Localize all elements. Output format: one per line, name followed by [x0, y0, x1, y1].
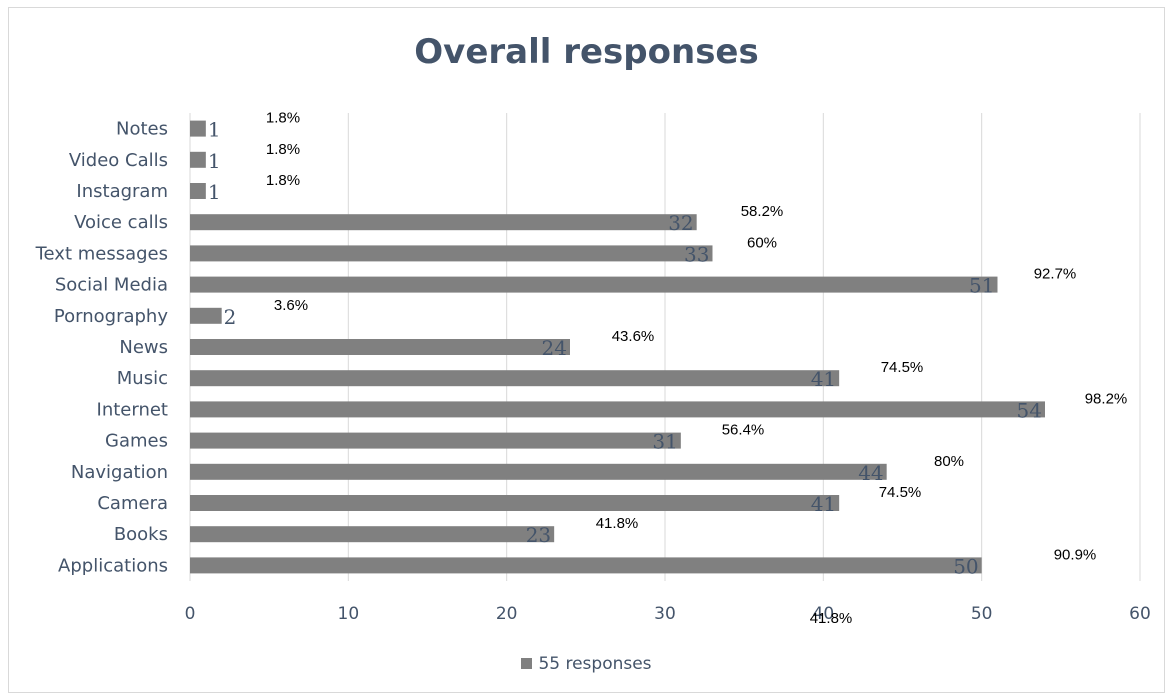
value-label: 24: [542, 336, 567, 360]
percent-label: 98.2%: [1085, 390, 1128, 407]
category-label: Books: [114, 524, 168, 545]
percent-label: 56.4%: [722, 422, 765, 439]
bar: [190, 432, 681, 449]
category-label: Video Calls: [69, 150, 168, 171]
x-tick-label: 50: [971, 604, 993, 624]
bar: [190, 339, 570, 355]
x-tick-label: 20: [496, 604, 518, 624]
bar: [190, 526, 555, 543]
value-label: 2: [224, 305, 237, 329]
value-label: 31: [652, 430, 677, 454]
bar: [190, 557, 982, 574]
category-label: Voice calls: [74, 212, 168, 233]
percent-label: 41.8%: [596, 515, 639, 532]
percent-label: 1.8%: [266, 141, 300, 158]
category-label: Games: [105, 431, 168, 452]
percent-label: 1.8%: [266, 172, 300, 189]
bar: [190, 463, 887, 480]
percent-label: 3.6%: [274, 297, 308, 314]
value-label: 1: [208, 180, 221, 204]
bar: [190, 495, 840, 511]
x-tick-label: 40: [813, 604, 835, 624]
category-label: News: [119, 337, 168, 358]
bar: [190, 307, 222, 324]
value-label: 54: [1017, 398, 1042, 422]
value-label: 44: [858, 461, 883, 485]
x-tick-label: 10: [338, 604, 360, 624]
chart-title: Overall responses: [414, 32, 759, 72]
category-label: Notes: [116, 119, 168, 140]
value-label: 1: [208, 149, 221, 173]
bar: [190, 214, 697, 231]
percent-label: 43.6%: [612, 328, 655, 345]
value-label: 50: [953, 554, 978, 578]
legend-swatch: [521, 658, 533, 669]
value-label: 1: [208, 118, 221, 142]
bar: [190, 370, 840, 387]
x-tick-label: 30: [654, 604, 676, 624]
percent-label: 58.2%: [741, 203, 784, 220]
percent-label: 80%: [934, 453, 964, 470]
x-tick-label: 60: [1129, 604, 1151, 624]
bar: [190, 183, 206, 199]
bar: [190, 245, 713, 262]
stray-percent-label: 41.8%: [810, 610, 853, 627]
category-label: Text messages: [35, 243, 168, 264]
category-label: Applications: [58, 555, 168, 576]
category-label: Instagram: [76, 181, 168, 202]
bar: [190, 276, 998, 293]
percent-label: 1.8%: [266, 110, 300, 127]
legend-label: 55 responses: [538, 654, 652, 674]
value-label: 41: [811, 492, 836, 516]
value-label: 51: [969, 274, 994, 298]
value-label: 33: [684, 242, 709, 266]
bar: [190, 401, 1045, 418]
bar: [190, 151, 206, 168]
category-label: Music: [117, 368, 168, 389]
category-label: Navigation: [71, 462, 168, 483]
chart-border: [8, 7, 1165, 693]
percent-label: 74.5%: [879, 484, 922, 501]
legend: 55 responses: [0, 654, 1173, 674]
category-label: Internet: [97, 399, 168, 420]
bar: [190, 120, 206, 137]
value-label: 23: [526, 523, 551, 547]
percent-label: 74.5%: [881, 359, 924, 376]
category-label: Camera: [97, 493, 168, 514]
value-label: 41: [811, 367, 836, 391]
category-label: Pornography: [54, 306, 168, 327]
category-label: Social Media: [55, 275, 168, 296]
percent-label: 60%: [747, 234, 777, 251]
percent-label: 90.9%: [1054, 546, 1097, 563]
value-label: 32: [668, 211, 693, 235]
x-tick-label: 0: [185, 604, 196, 624]
percent-label: 92.7%: [1034, 266, 1077, 283]
